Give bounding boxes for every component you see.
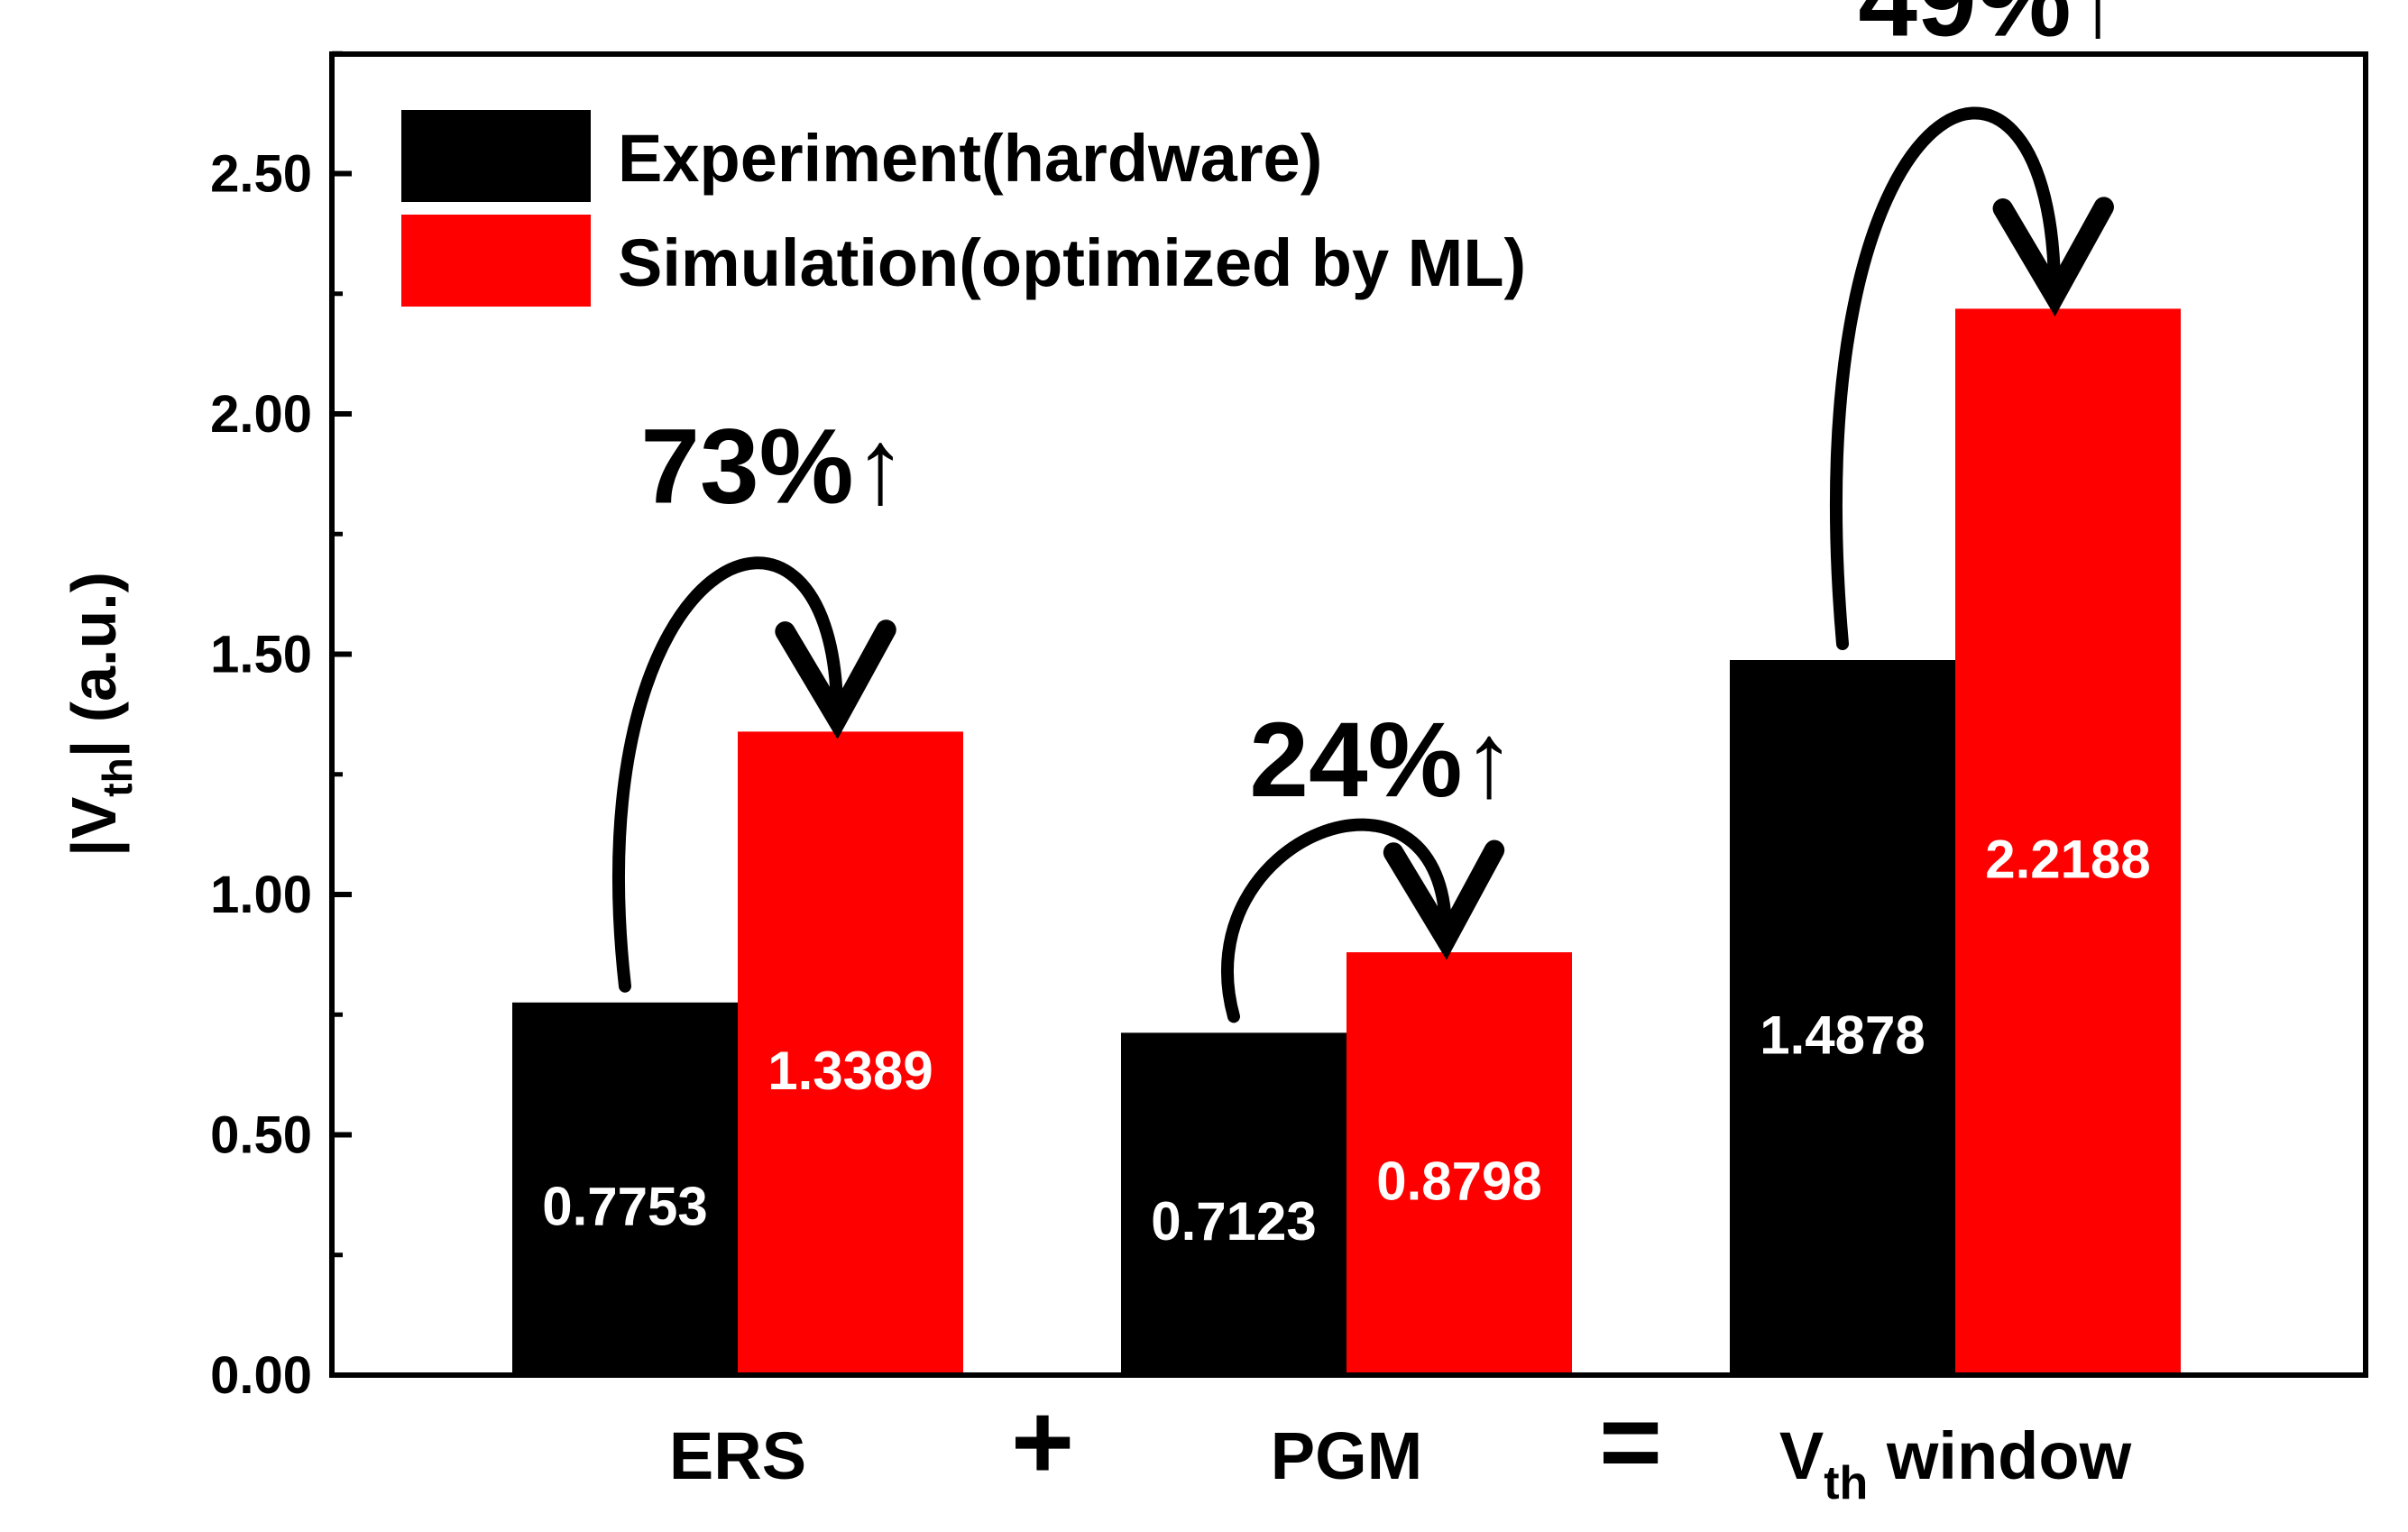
- increase-arrows: [611, 106, 2114, 1023]
- category-label-3: Vth window: [1779, 1418, 2132, 1509]
- y-axis-title: |Vth| (a.u.): [59, 572, 141, 857]
- bar-simulation-3: [1955, 308, 2181, 1375]
- y-axis: 0.00 0.50 1.00 1.50 2.00 2.50: [210, 50, 352, 1405]
- y-axis-title-post: | (a.u.): [59, 572, 130, 757]
- y-tick-label-2: 1.00: [210, 866, 312, 924]
- bars: [512, 308, 2181, 1375]
- percent-annotation-1: 73%↑: [640, 408, 906, 527]
- bar-value-label-experiment-2: 0.7123: [1151, 1191, 1317, 1252]
- bar-simulation-1: [738, 731, 963, 1375]
- bar-value-label-experiment-1: 0.7753: [542, 1176, 708, 1236]
- operator-equals: =: [1599, 1381, 1662, 1502]
- percent-annotation-3: 49%↑: [1858, 0, 2124, 60]
- category-label-2: PGM: [1271, 1418, 1423, 1493]
- bar-value-label-simulation-3: 2.2188: [1985, 830, 2151, 890]
- operator-plus: +: [1011, 1381, 1074, 1502]
- legend-label-simulation: Simulation(optimized by ML): [618, 225, 1526, 300]
- bar-value-label-experiment-3: 1.4878: [1760, 1005, 1925, 1066]
- legend: Experiment(hardware) Simulation(optimize…: [401, 110, 1526, 307]
- y-axis-title-sub: th: [94, 757, 141, 796]
- bar-experiment-2: [1121, 1032, 1346, 1375]
- category-label-1: ERS: [669, 1418, 806, 1493]
- legend-swatch-simulation: [401, 215, 591, 307]
- bar-value-label-simulation-2: 0.8798: [1376, 1151, 1542, 1212]
- y-tick-label-0: 0.00: [210, 1346, 312, 1405]
- increase-arrow-3: [1829, 106, 2114, 651]
- bar-value-label-simulation-1: 1.3389: [767, 1041, 933, 1101]
- y-axis-title-pre: |V: [59, 796, 130, 857]
- x-axis-categories: ERS PGM Vth window: [669, 1418, 2132, 1509]
- percent-annotations: 73%↑ 24%↑ 49%↑: [640, 0, 2124, 820]
- y-axis-title-text: |Vth| (a.u.): [59, 572, 141, 857]
- y-tick-label-3: 1.50: [210, 626, 312, 684]
- bar-simulation-2: [1346, 952, 1572, 1375]
- increase-arrow-1: [611, 556, 896, 993]
- operators: + =: [1011, 1381, 1662, 1502]
- bar-value-labels: 0.7753 1.3389 0.7123 0.8798 1.4878 2.2188: [542, 830, 2151, 1252]
- legend-swatch-experiment: [401, 110, 591, 202]
- y-tick-label-1: 0.50: [210, 1106, 312, 1165]
- percent-annotation-2: 24%↑: [1249, 701, 1515, 820]
- bar-experiment-3: [1730, 660, 1955, 1375]
- legend-label-experiment: Experiment(hardware): [618, 121, 1322, 196]
- bar-experiment-1: [512, 1002, 738, 1375]
- y-tick-label-5: 2.50: [210, 145, 312, 204]
- plot-frame: [329, 51, 2368, 1378]
- y-tick-label-4: 2.00: [210, 385, 312, 444]
- increase-arrow-2: [1221, 818, 1505, 1023]
